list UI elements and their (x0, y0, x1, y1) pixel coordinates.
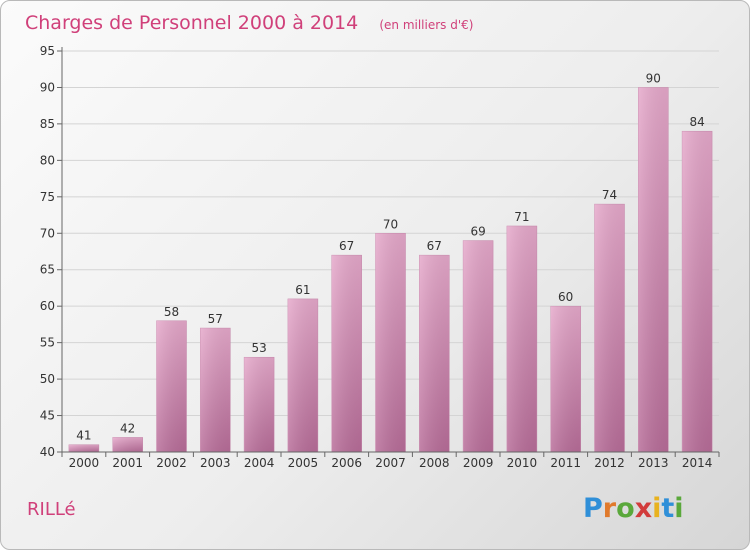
bar-shade-2011 (550, 306, 581, 452)
x-tick-label: 2013 (638, 456, 669, 470)
value-labels: 41 42 58 57 53 61 67 70 67 69 71 60 74 90 84 (76, 71, 704, 442)
bar-shade-2012 (594, 204, 625, 452)
x-tick-label: 2012 (594, 456, 625, 470)
y-tick-label: 60 (40, 299, 55, 313)
y-tick-label: 45 (40, 409, 55, 423)
value-label: 84 (689, 115, 704, 129)
bars (68, 87, 713, 453)
value-label: 60 (558, 290, 573, 304)
x-tick-label: 2001 (112, 456, 143, 470)
bar-shade-2008 (419, 255, 450, 452)
bar-shade-2005 (287, 298, 318, 452)
value-label: 58 (164, 305, 179, 319)
y-tick-label: 65 (40, 263, 55, 277)
y-tick-label: 50 (40, 372, 55, 386)
x-tick-label: 2005 (288, 456, 319, 470)
logo-letter: x (635, 493, 652, 524)
bar-shade-2009 (463, 240, 494, 452)
value-label: 74 (602, 188, 617, 202)
y-tick-label: 90 (40, 80, 55, 94)
chart-title: Charges de Personnel 2000 à 2014 (en mil… (25, 12, 473, 34)
value-label: 90 (646, 71, 661, 85)
value-label: 53 (251, 341, 266, 355)
bar-shade-2010 (506, 225, 537, 452)
value-label: 41 (76, 429, 91, 443)
bar-shade-2007 (375, 233, 406, 452)
y-tick-label: 85 (40, 117, 55, 131)
x-tick-label: 2011 (550, 456, 581, 470)
value-label: 67 (339, 239, 354, 253)
x-tick-label: 2009 (463, 456, 494, 470)
logo-letter: i (652, 493, 661, 524)
bar-shade-2006 (331, 255, 362, 452)
bar-shade-2013 (638, 87, 669, 453)
x-tick-label: 2002 (156, 456, 187, 470)
value-label: 69 (470, 225, 485, 239)
y-tick-label: 95 (40, 44, 55, 58)
proxiti-logo: Proxiti (583, 493, 684, 524)
x-tick-label: 2000 (69, 456, 100, 470)
bar-shade-2002 (156, 320, 187, 452)
x-tick-label: 2003 (200, 456, 231, 470)
value-label: 67 (427, 239, 442, 253)
bar-shade-2014 (682, 131, 713, 452)
x-axis: 2000 2001 2002 2003 2004 2005 2006 2007 2008 2009… (61, 451, 720, 470)
logo-letter: P (583, 493, 603, 524)
y-tick-label: 55 (40, 336, 55, 350)
logo-letter: r (603, 493, 617, 524)
logo-letter: o (616, 493, 635, 524)
x-tick-label: 2008 (419, 456, 450, 470)
x-tick-label: 2006 (331, 456, 362, 470)
x-tick-label: 2010 (507, 456, 538, 470)
x-tick-label: 2014 (682, 456, 713, 470)
value-label: 61 (295, 283, 310, 297)
bar-shade-2004 (244, 357, 275, 452)
y-tick-label: 80 (40, 153, 55, 167)
y-axis: 40 45 50 55 60 65 70 75 80 85 90 95 (40, 44, 63, 459)
value-label: 70 (383, 217, 398, 231)
bar-shade-2003 (200, 328, 231, 452)
bar-shade-2000 (68, 444, 99, 452)
logo-letter: i (674, 493, 683, 524)
logo-letter: t (661, 493, 674, 524)
commune-name: RILLé (27, 499, 76, 520)
bar-shade-2001 (112, 437, 143, 452)
y-tick-label: 70 (40, 226, 55, 240)
value-label: 57 (208, 312, 223, 326)
y-tick-label: 40 (40, 445, 55, 459)
value-label: 71 (514, 210, 529, 224)
y-tick-label: 75 (40, 190, 55, 204)
x-tick-label: 2007 (375, 456, 406, 470)
value-label: 42 (120, 421, 135, 435)
x-tick-label: 2004 (244, 456, 275, 470)
